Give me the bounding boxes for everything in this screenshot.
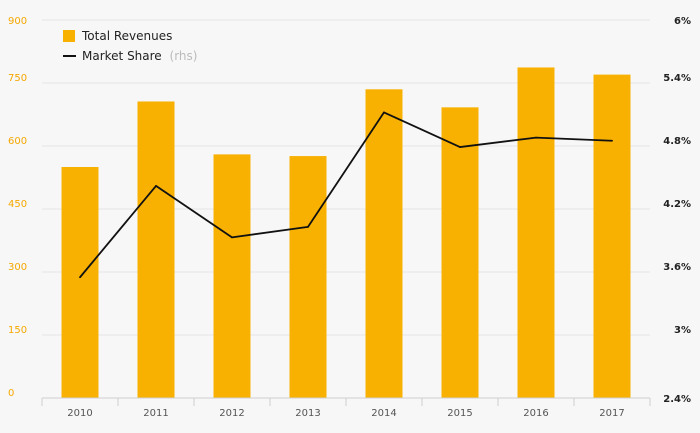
market-share-point bbox=[79, 276, 81, 279]
legend-label-total-revenues: Total Revenues bbox=[81, 29, 172, 43]
y-left-tick-label: 600 bbox=[8, 136, 27, 147]
revenue-bars bbox=[61, 67, 631, 399]
y-right-tick-label: 6% bbox=[674, 16, 691, 27]
bar-total-revenues bbox=[61, 167, 99, 398]
y-left-tick-label: 150 bbox=[8, 325, 27, 336]
axes: 0 150 300 450 600 750 900 2.4% 3% 3.6% 4.2% 4.8% 5.4… bbox=[8, 16, 691, 419]
market-share-point bbox=[383, 111, 385, 114]
x-tick-label: 2015 bbox=[447, 408, 472, 419]
legend-label-market-share-name: Market Share bbox=[82, 49, 162, 63]
bar-total-revenues bbox=[593, 74, 631, 398]
bar-total-revenues bbox=[365, 89, 403, 399]
legend-swatch-total-revenues bbox=[63, 30, 75, 42]
x-tick-label: 2010 bbox=[67, 408, 92, 419]
gridlines bbox=[42, 19, 650, 336]
legend-label-market-share: Market Share (rhs) bbox=[82, 49, 197, 63]
y-right-tick-label: 4.8% bbox=[663, 136, 691, 147]
x-tick-label: 2014 bbox=[371, 408, 396, 419]
y-left-tick-label: 450 bbox=[8, 199, 27, 210]
x-tick-label: 2011 bbox=[143, 408, 168, 419]
y-right-tick-label: 3.6% bbox=[663, 262, 691, 273]
y-right-tick-label: 5.4% bbox=[663, 73, 691, 84]
bar-total-revenues bbox=[517, 67, 555, 399]
market-share-point bbox=[535, 136, 537, 139]
x-tick-label: 2012 bbox=[219, 408, 244, 419]
x-tick-label: 2013 bbox=[295, 408, 320, 419]
market-share-line bbox=[79, 111, 613, 278]
y-right-tick-label: 3% bbox=[674, 325, 691, 336]
y-left-tick-label: 300 bbox=[8, 262, 27, 273]
x-tick-label: 2017 bbox=[599, 408, 624, 419]
market-share-line-group bbox=[79, 111, 613, 279]
market-share-point bbox=[611, 139, 613, 142]
legend-label-market-share-suffix: (rhs) bbox=[170, 49, 198, 63]
y-left-tick-label: 750 bbox=[8, 73, 27, 84]
bar-total-revenues bbox=[441, 107, 479, 399]
legend: Total Revenues Market Share (rhs) bbox=[63, 29, 197, 63]
x-tick-label: 2016 bbox=[523, 408, 548, 419]
y-left-tick-label: 0 bbox=[8, 388, 14, 399]
y-left-tick-label: 900 bbox=[8, 16, 27, 27]
y-right-tick-label: 2.4% bbox=[663, 394, 691, 405]
bar-total-revenues bbox=[289, 156, 327, 398]
bar-total-revenues bbox=[213, 154, 251, 398]
y-right-tick-label: 4.2% bbox=[663, 199, 691, 210]
market-share-point bbox=[155, 185, 157, 187]
bar-total-revenues bbox=[137, 101, 175, 398]
market-share-point bbox=[231, 236, 233, 239]
market-share-point bbox=[307, 225, 309, 228]
market-share-point bbox=[459, 146, 461, 148]
